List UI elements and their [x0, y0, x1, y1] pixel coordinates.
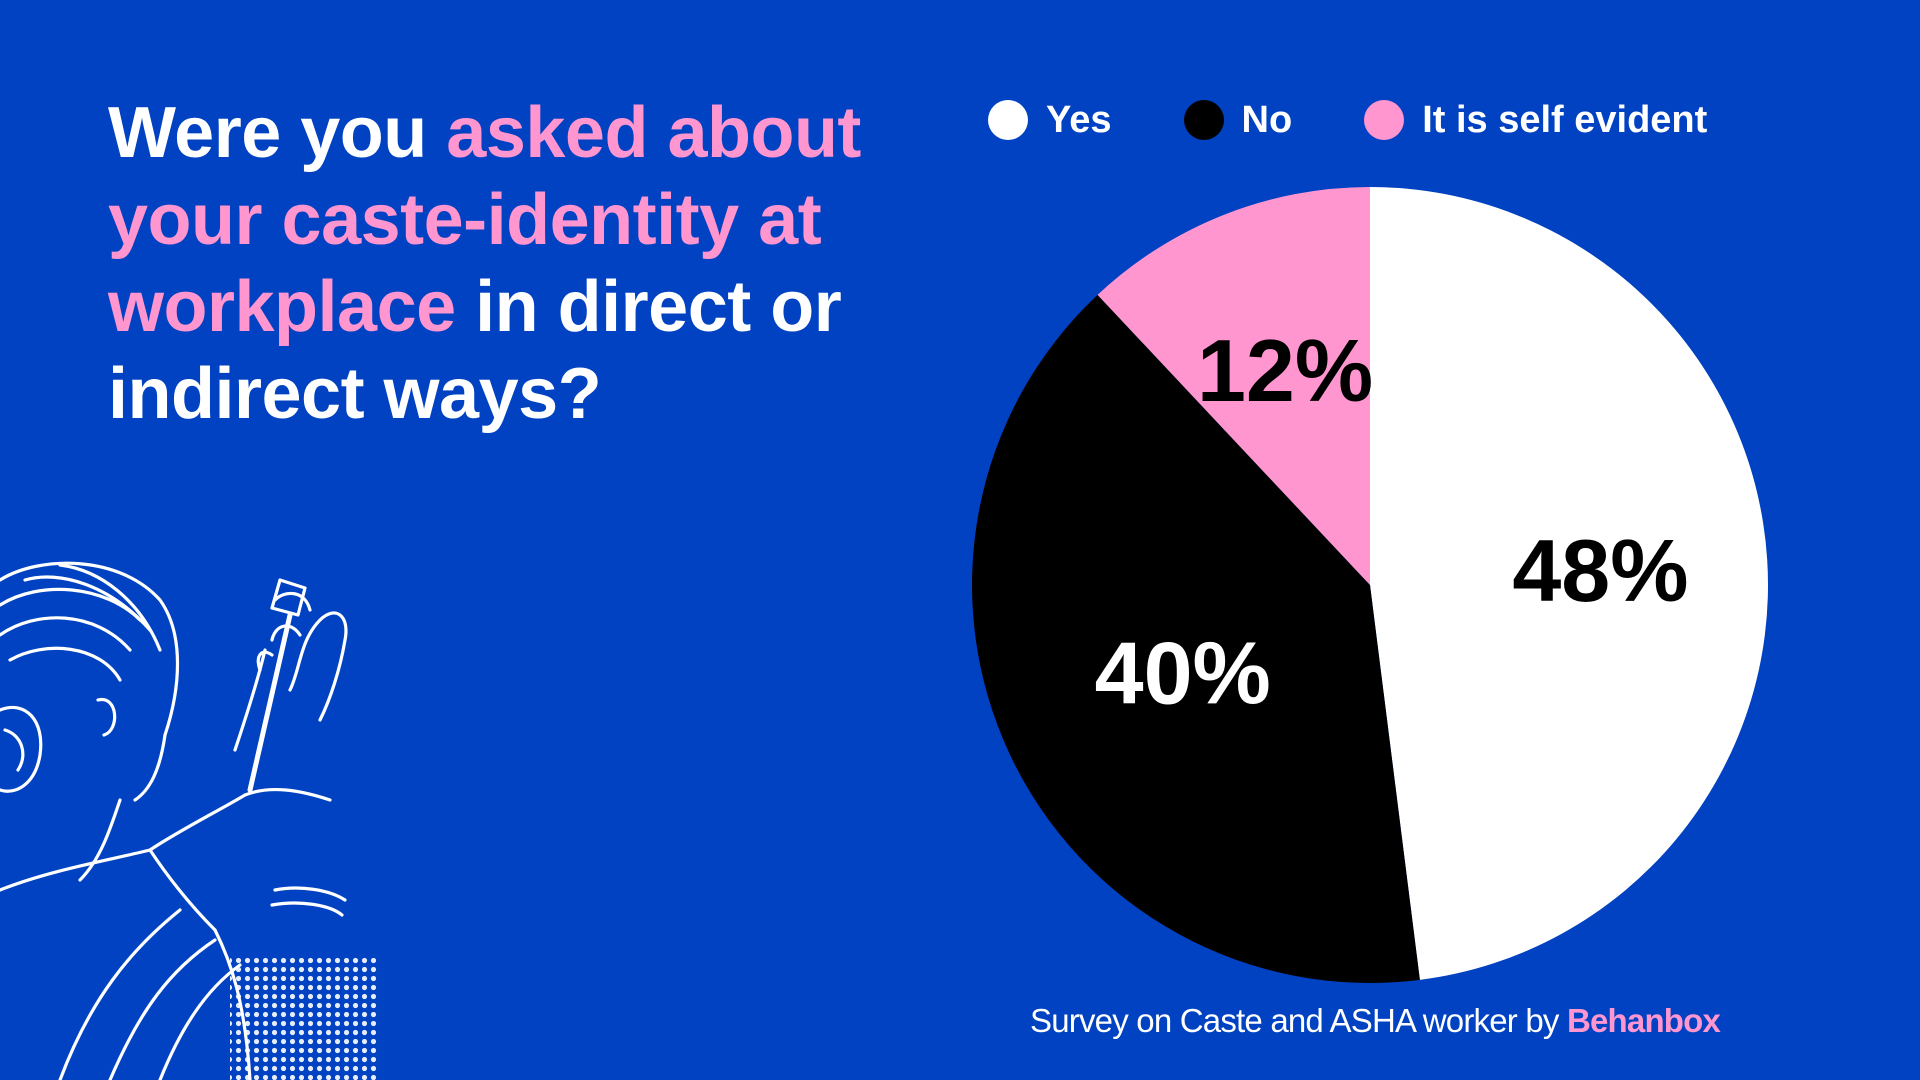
legend-item-yes: Yes: [988, 99, 1112, 142]
pie-label-it-is-self-evident: 12%: [1197, 321, 1373, 420]
legend-swatch-self-evident: [1364, 100, 1405, 140]
source-brand: Behanbox: [1566, 1002, 1721, 1039]
pie-label-no: 40%: [1095, 624, 1271, 723]
chart-title: Were you asked about your caste-identity…: [108, 90, 928, 438]
legend-item-self-evident: It is self evident: [1364, 99, 1707, 142]
pie-slice-it-is-self-evident: [1097, 187, 1370, 585]
pie-chart: 48% 40% 12%: [972, 187, 1769, 983]
legend-item-no: No: [1183, 98, 1293, 142]
source-credit: Survey on Caste and ASHA worker by Behan…: [1030, 1002, 1721, 1040]
pie-slice-no: [972, 294, 1420, 983]
legend-label-no: No: [1241, 98, 1293, 141]
title-part-3: in direct or indirect ways?: [108, 267, 842, 434]
title-part-1: Were you: [108, 93, 447, 173]
pie-slice-yes: [1370, 187, 1769, 980]
chart-legend: Yes No It is self evident: [988, 92, 1779, 148]
pie-label-yes: 48%: [1512, 521, 1688, 620]
health-worker-illustration: [0, 561, 380, 1080]
source-text: Survey on Caste and ASHA worker by: [1030, 1002, 1567, 1039]
title-highlight: asked about your caste-identity at workp…: [108, 93, 861, 347]
legend-swatch-no: [1183, 100, 1224, 140]
legend-label-yes: Yes: [1046, 98, 1112, 141]
legend-label-self-evident: It is self evident: [1422, 98, 1708, 141]
legend-swatch-yes: [988, 100, 1028, 140]
